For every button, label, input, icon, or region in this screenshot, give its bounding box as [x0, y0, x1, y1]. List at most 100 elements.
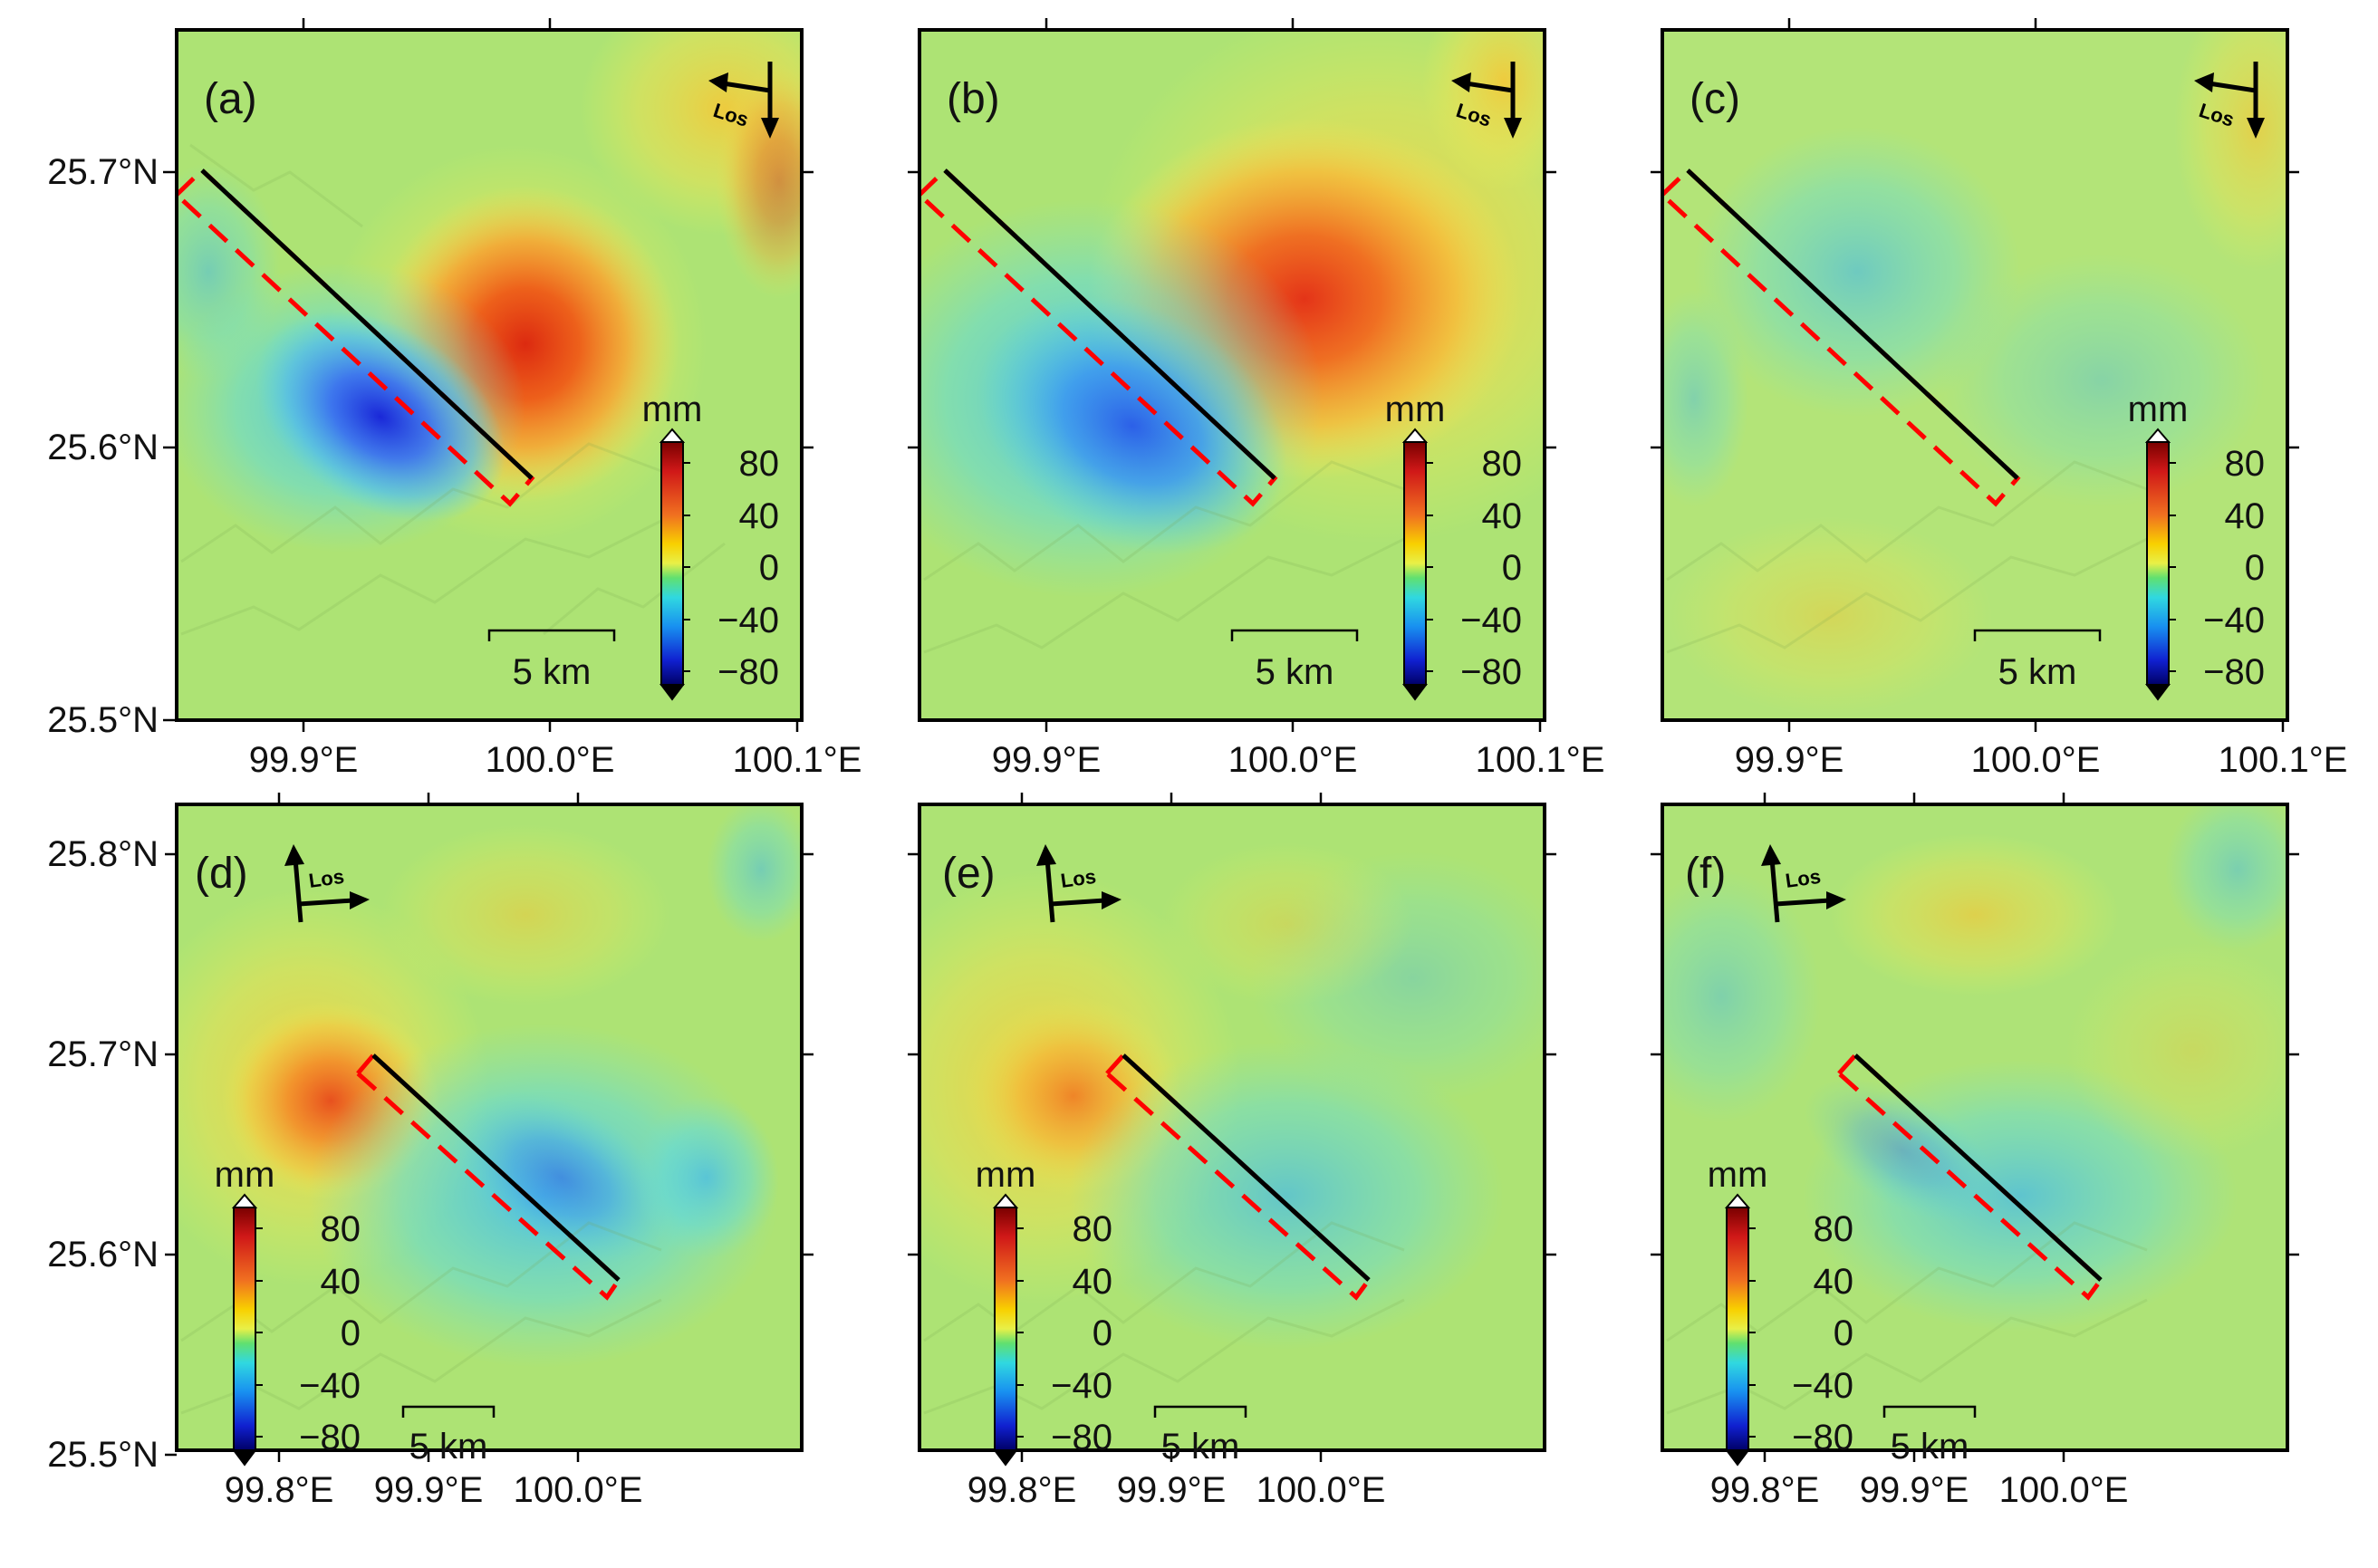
- panel-b-label: (b): [947, 75, 1000, 123]
- svg-text:0: 0: [341, 1313, 361, 1353]
- svg-text:−40: −40: [1051, 1366, 1112, 1406]
- svg-text:5 km: 5 km: [1891, 1427, 1969, 1467]
- panel-c-x-tick-2: 100.0°E: [1971, 740, 2101, 780]
- panel-a-map: [177, 30, 802, 720]
- svg-text:Los: Los: [1784, 865, 1822, 892]
- svg-text:mm: mm: [1385, 390, 1446, 429]
- svg-text:−40: −40: [2203, 601, 2265, 640]
- svg-text:80: 80: [2225, 444, 2266, 484]
- panel-e-x-tick-1: 99.8°E: [968, 1470, 1077, 1510]
- svg-text:5 km: 5 km: [409, 1427, 488, 1467]
- panel-b-x-tick-2: 100.0°E: [1228, 740, 1358, 780]
- svg-text:40: 40: [321, 1262, 361, 1302]
- panel-e-los-icon: Los: [1036, 844, 1122, 922]
- panel-f-label: (f): [1685, 850, 1726, 898]
- panel-d-scale-bar: 5 km: [401, 1405, 496, 1467]
- panel-b: 99.9°E 100.0°E 100.1°E (b) Los mm 80 40 …: [908, 18, 1605, 780]
- panel-c-map: [1662, 30, 2287, 720]
- svg-text:−40: −40: [1792, 1366, 1853, 1406]
- panel-c-label: (c): [1690, 75, 1740, 123]
- panel-a-label: (a): [204, 75, 257, 123]
- svg-text:5 km: 5 km: [1256, 652, 1334, 692]
- svg-text:mm: mm: [976, 1155, 1036, 1195]
- svg-text:mm: mm: [215, 1155, 275, 1195]
- panel-e-label: (e): [942, 850, 996, 898]
- panel-a-colorbar-tick-1: 80: [739, 444, 780, 484]
- panel-d-map: [177, 804, 802, 1450]
- panel-f-scale-bar: 5 km: [1882, 1405, 1977, 1467]
- svg-text:0: 0: [1502, 548, 1522, 588]
- panel-d-label: (d): [195, 850, 248, 898]
- panel-d-x-tick-3: 100.0°E: [514, 1470, 643, 1510]
- svg-text:80: 80: [1073, 1209, 1113, 1249]
- panel-a-y-tick-3: 25.5°N: [47, 700, 159, 740]
- svg-text:−40: −40: [1460, 601, 1522, 640]
- svg-text:80: 80: [1482, 444, 1523, 484]
- panel-c-scale-bar: 5 km: [1973, 629, 2102, 692]
- svg-text:40: 40: [2225, 496, 2266, 536]
- svg-text:Los: Los: [1059, 865, 1097, 892]
- svg-text:40: 40: [1482, 496, 1523, 536]
- panel-a-colorbar: mm 80 40 0 −40 −80: [642, 390, 780, 701]
- panel-e: 99.8°E 99.9°E 100.0°E (e) Los mm 80 40 0…: [908, 793, 1556, 1510]
- panel-b-x-tick-3: 100.1°E: [1476, 740, 1605, 780]
- svg-text:−80: −80: [1051, 1418, 1112, 1457]
- svg-text:80: 80: [321, 1209, 361, 1249]
- panel-a-y-tick-2: 25.6°N: [47, 428, 159, 467]
- svg-text:0: 0: [1834, 1313, 1853, 1353]
- panel-c-x-tick-1: 99.9°E: [1735, 740, 1844, 780]
- svg-text:0: 0: [2245, 548, 2265, 588]
- panel-b-map: [919, 30, 1545, 720]
- panel-c-frame: [1661, 28, 2289, 722]
- panel-d-fault-trace: [371, 1053, 621, 1282]
- svg-text:0: 0: [1093, 1313, 1112, 1353]
- panel-d-x-tick-2: 99.9°E: [374, 1470, 484, 1510]
- svg-text:−40: −40: [299, 1366, 361, 1406]
- panel-b-colorbar: mm 80 40 0 −40 −80: [1385, 390, 1523, 701]
- panel-b-fault-trace: [943, 168, 1276, 480]
- svg-text:−80: −80: [1792, 1418, 1853, 1457]
- panel-a-x-tick-2: 100.0°E: [486, 740, 615, 780]
- svg-text:5 km: 5 km: [513, 652, 592, 692]
- panel-e-x-tick-2: 99.9°E: [1117, 1470, 1227, 1510]
- panel-d-y-tick-2: 25.7°N: [47, 1034, 159, 1074]
- svg-text:80: 80: [1814, 1209, 1854, 1249]
- panel-e-scale-bar: 5 km: [1153, 1405, 1247, 1467]
- panel-e-colorbar: mm 80 40 0 −40 −80: [976, 1155, 1113, 1467]
- panel-f-fault-plane: [1835, 1052, 2104, 1301]
- panel-d: 25.8°N 25.7°N 25.6°N 25.5°N 99.8°E 99.9°…: [47, 793, 814, 1510]
- svg-text:40: 40: [1073, 1262, 1113, 1302]
- panel-f-frame: [1661, 803, 2289, 1452]
- svg-text:−80: −80: [299, 1418, 361, 1457]
- panel-e-map: [919, 804, 1545, 1450]
- panel-a-colorbar-tick-3: 0: [759, 548, 779, 588]
- panel-d-los-icon: Los: [284, 844, 370, 922]
- svg-text:Los: Los: [307, 865, 345, 892]
- panel-c-colorbar: mm 80 40 0 −40 −80: [2128, 390, 2266, 701]
- panel-e-fault-plane: [1103, 1052, 1372, 1301]
- panel-a-x-tick-3: 100.1°E: [733, 740, 862, 780]
- panel-a-x-tick-1: 99.9°E: [249, 740, 359, 780]
- panel-a-scale-bar: 5 km: [487, 629, 616, 692]
- panel-b-scale-bar: 5 km: [1230, 629, 1359, 692]
- panel-e-frame: [918, 803, 1546, 1452]
- panel-d-colorbar: mm 80 40 0 −40 −80: [215, 1155, 361, 1467]
- panel-f-x-tick-1: 99.8°E: [1710, 1470, 1820, 1510]
- panel-c: 99.9°E 100.0°E 100.1°E (c) Los mm 80 40 …: [1651, 18, 2347, 780]
- panel-f-map: [1662, 804, 2287, 1450]
- panel-f: 99.8°E 99.9°E 100.0°E (f) Los mm 80 40 0…: [1651, 793, 2299, 1510]
- panel-f-x-tick-3: 100.0°E: [1999, 1470, 2129, 1510]
- svg-text:5 km: 5 km: [1161, 1427, 1240, 1467]
- panel-d-y-tick-3: 25.6°N: [47, 1235, 159, 1275]
- panel-d-frame: [175, 803, 804, 1452]
- svg-text:mm: mm: [1708, 1155, 1768, 1195]
- panel-e-x-tick-3: 100.0°E: [1256, 1470, 1386, 1510]
- panel-a: 25.7°N 25.6°N 25.5°N 99.9°E 100.0°E 100.…: [47, 18, 862, 780]
- svg-text:−80: −80: [2203, 652, 2265, 692]
- panel-d-fault-plane: [354, 1052, 622, 1301]
- panel-f-x-tick-2: 99.9°E: [1860, 1470, 1969, 1510]
- panel-b-x-tick-1: 99.9°E: [992, 740, 1102, 780]
- panel-d-y-tick-1: 25.8°N: [47, 834, 159, 874]
- panel-a-y-tick-1: 25.7°N: [47, 152, 159, 192]
